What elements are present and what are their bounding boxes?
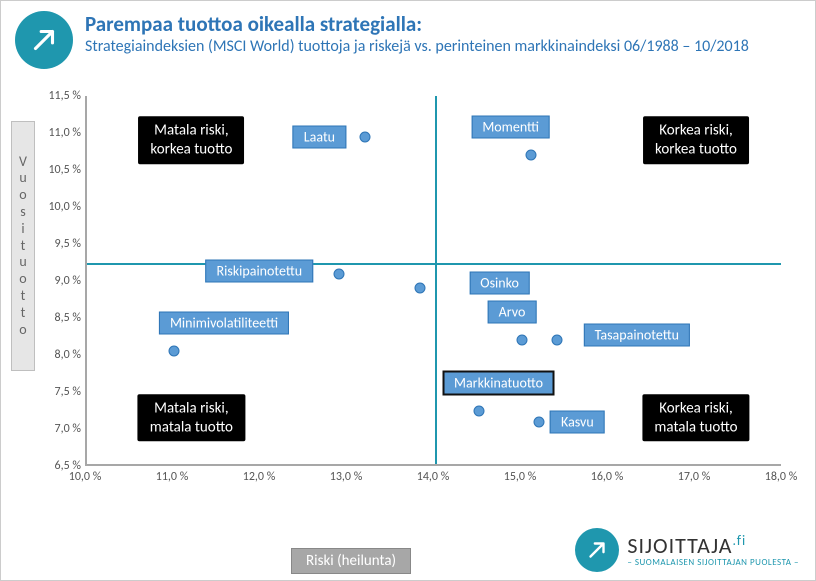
y-tick: 8,5 % bbox=[55, 311, 81, 325]
y-axis-label: Vuosituotto bbox=[11, 121, 35, 371]
y-tick: 10,5 % bbox=[48, 163, 81, 177]
page: Parempaa tuottoa oikealla strategialla: … bbox=[0, 0, 816, 581]
y-label-char: o bbox=[19, 271, 26, 288]
y-tick: 10,0 % bbox=[48, 200, 81, 214]
y-label-char: t bbox=[21, 288, 26, 305]
chart-title: Parempaa tuottoa oikealla strategialla: bbox=[85, 11, 801, 37]
data-label: Momentti bbox=[471, 116, 550, 139]
quadrant-label: Matala riski,korkea tuotto bbox=[138, 117, 244, 165]
data-point bbox=[517, 335, 528, 346]
quadrant-label: Matala riski,matala tuotto bbox=[138, 394, 245, 442]
x-tick: 10,0 % bbox=[69, 470, 102, 484]
y-tick: 11,5 % bbox=[48, 89, 81, 103]
y-label-char: o bbox=[19, 187, 26, 204]
chart-subtitle: Strategiaindeksien (MSCI World) tuottoja… bbox=[85, 37, 801, 57]
data-label: Laatu bbox=[293, 125, 346, 148]
brand-text: SIJOITTAJA bbox=[627, 532, 732, 559]
data-point bbox=[534, 416, 545, 427]
data-point bbox=[169, 346, 180, 357]
y-tick: 7,0 % bbox=[55, 422, 81, 436]
y-tick: 11,0 % bbox=[48, 126, 81, 140]
quadrant-label: Korkea riski,korkea tuotto bbox=[643, 117, 749, 165]
x-tick: 12,0 % bbox=[243, 470, 276, 484]
data-point bbox=[525, 150, 536, 161]
y-label-char: t bbox=[21, 305, 26, 322]
y-label-char: t bbox=[21, 238, 26, 255]
brand-suffix: .fi bbox=[733, 532, 747, 549]
data-label: Minimivolatiliteetti bbox=[159, 312, 289, 335]
data-label: Arvo bbox=[488, 301, 537, 324]
arrow-up-right-icon bbox=[15, 11, 73, 69]
data-label: Riskipainotettu bbox=[206, 259, 314, 282]
y-tick: 9,5 % bbox=[55, 237, 81, 251]
footer-logo: SIJOITTAJA.fi – SUOMALAISEN SIJOITTAJAN … bbox=[575, 528, 799, 572]
data-label: Kasvu bbox=[550, 410, 605, 433]
x-tick: 16,0 % bbox=[591, 470, 624, 484]
brand-name: SIJOITTAJA.fi bbox=[627, 532, 799, 559]
data-label: Tasapainotettu bbox=[584, 324, 690, 347]
x-tick: 14,0 % bbox=[417, 470, 450, 484]
data-point bbox=[551, 335, 562, 346]
arrow-up-right-icon bbox=[575, 528, 619, 572]
plot: Matala riski,korkea tuotto Korkea riski,k… bbox=[85, 96, 781, 466]
data-point bbox=[473, 405, 484, 416]
data-point bbox=[334, 268, 345, 279]
x-axis-label: Riski (heilunta) bbox=[291, 548, 411, 574]
y-tick: 8,0 % bbox=[55, 348, 81, 362]
title-block: Parempaa tuottoa oikealla strategialla: … bbox=[85, 11, 801, 57]
y-tick: 9,0 % bbox=[55, 274, 81, 288]
crosshair-vertical bbox=[435, 96, 437, 464]
y-label-char: V bbox=[19, 154, 27, 171]
data-point bbox=[414, 283, 425, 294]
y-label-char: i bbox=[21, 221, 24, 238]
y-label-char: o bbox=[19, 322, 26, 339]
brand-tagline: – SUOMALAISEN SIJOITTAJAN PUOLESTA – bbox=[627, 557, 799, 568]
y-tick: 7,5 % bbox=[55, 385, 81, 399]
data-label: Osinko bbox=[469, 272, 530, 295]
x-tick: 13,0 % bbox=[330, 470, 363, 484]
y-label-char: u bbox=[19, 170, 26, 187]
x-tick: 15,0 % bbox=[504, 470, 537, 484]
data-point bbox=[360, 131, 371, 142]
y-label-char: u bbox=[19, 254, 26, 271]
data-label: Markkinatuotto bbox=[442, 370, 555, 395]
y-label-char: s bbox=[20, 204, 25, 221]
chart-area: Matala riski,korkea tuotto Korkea riski,k… bbox=[61, 96, 781, 496]
crosshair-horizontal bbox=[87, 263, 781, 265]
x-tick: 11,0 % bbox=[156, 470, 189, 484]
x-tick: 17,0 % bbox=[678, 470, 711, 484]
x-tick: 18,0 % bbox=[765, 470, 798, 484]
header: Parempaa tuottoa oikealla strategialla: … bbox=[1, 1, 815, 73]
brand-block: SIJOITTAJA.fi – SUOMALAISEN SIJOITTAJAN … bbox=[627, 532, 799, 568]
quadrant-label: Korkea riski,matala tuotto bbox=[642, 394, 749, 442]
